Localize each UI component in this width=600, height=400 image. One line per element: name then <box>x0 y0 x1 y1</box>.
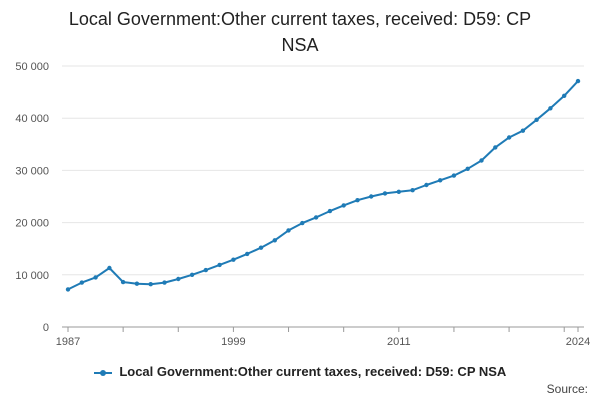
y-tick-label: 30 000 <box>15 165 49 177</box>
x-tick-label: 1999 <box>221 336 245 348</box>
data-point[interactable] <box>479 158 484 163</box>
data-point[interactable] <box>107 265 112 271</box>
gridlines <box>62 65 584 276</box>
data-point[interactable] <box>65 287 71 292</box>
y-tick-label: 40 000 <box>15 113 49 125</box>
data-point[interactable] <box>300 220 305 226</box>
data-point[interactable] <box>520 128 526 133</box>
data-point[interactable] <box>217 262 222 268</box>
data-point[interactable] <box>506 135 512 140</box>
data-point[interactable] <box>382 191 388 196</box>
data-point[interactable] <box>231 257 236 262</box>
x-tick-label: 2024 <box>566 336 590 348</box>
data-point[interactable] <box>534 117 539 123</box>
legend[interactable]: Local Government:Other current taxes, re… <box>0 364 600 379</box>
chart-title: Local Government:Other current taxes, re… <box>0 6 600 58</box>
data-point[interactable] <box>451 173 457 178</box>
data-point[interactable] <box>313 215 319 220</box>
y-tick-label: 0 <box>43 322 49 334</box>
data-point[interactable] <box>438 178 443 183</box>
data-point[interactable] <box>120 279 126 285</box>
data-point[interactable] <box>548 106 553 111</box>
chart-title-line-2: NSA <box>281 35 319 55</box>
series-line <box>67 80 579 291</box>
data-point[interactable] <box>162 280 167 285</box>
x-tick-label: 2011 <box>387 336 411 348</box>
source-note: Source: <box>546 382 588 396</box>
y-tick-label: 10 000 <box>15 270 49 282</box>
data-point[interactable] <box>245 251 250 257</box>
data-point[interactable] <box>148 282 153 287</box>
data-point[interactable] <box>424 182 429 188</box>
x-axis: 1987 1999 2011 2024 <box>56 326 590 348</box>
data-point[interactable] <box>327 208 333 214</box>
x-tick-label: 1987 <box>56 336 80 348</box>
data-point[interactable] <box>355 198 360 203</box>
data-point[interactable] <box>341 203 346 208</box>
data-point[interactable] <box>465 166 470 171</box>
data-point[interactable] <box>134 281 140 286</box>
y-tick-label: 50 000 <box>15 61 49 73</box>
data-point[interactable] <box>575 78 581 84</box>
y-axis-ticks: 0 10 000 20 000 30 000 40 000 50 000 <box>15 61 49 334</box>
legend-swatch-icon <box>93 368 112 378</box>
data-point[interactable] <box>286 228 291 233</box>
data-point[interactable] <box>369 194 374 199</box>
data-point[interactable] <box>176 276 181 282</box>
data-point[interactable] <box>189 272 195 277</box>
data-point[interactable] <box>272 238 277 243</box>
data-point[interactable] <box>93 275 98 280</box>
series-group <box>65 78 581 292</box>
legend-label: Local Government:Other current taxes, re… <box>119 364 507 379</box>
y-tick-label: 20 000 <box>15 218 49 230</box>
data-point[interactable] <box>562 93 567 99</box>
data-point[interactable] <box>203 267 208 273</box>
data-point[interactable] <box>258 245 264 250</box>
chart-title-line-1: Local Government:Other current taxes, re… <box>68 9 532 29</box>
data-point[interactable] <box>79 280 85 285</box>
data-point[interactable] <box>410 188 415 193</box>
data-point[interactable] <box>396 189 401 194</box>
data-point[interactable] <box>493 145 498 150</box>
